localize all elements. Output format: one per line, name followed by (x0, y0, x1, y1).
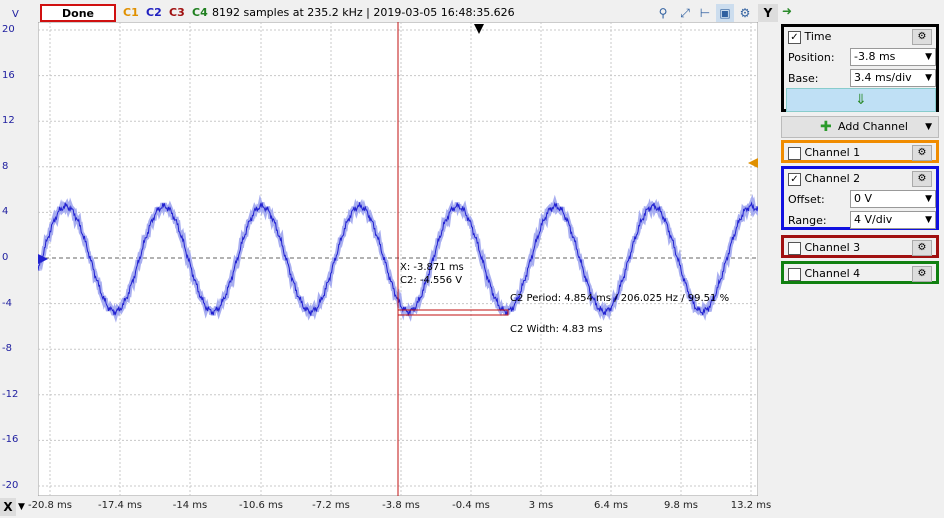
range-label: Range: (788, 214, 827, 227)
channel-2-gear-icon[interactable]: ⚙ (912, 171, 932, 187)
channel-2-panel: ✓ Channel 2 ⚙ Offset: 0 V ▼ Range: 4 V/di… (781, 166, 939, 230)
time-gear-icon[interactable]: ⚙ (912, 29, 932, 45)
x-axis-button[interactable]: X (0, 498, 16, 516)
right-panel: ➜ ✓ Time ⚙ Position: -3.8 ms ▼ Base: 3.4 … (780, 0, 944, 518)
time-panel: ✓ Time ⚙ Position: -3.8 ms ▼ Base: 3.4 ms… (781, 24, 939, 112)
cursor-c2-readout: C2: -4.556 V (400, 275, 463, 286)
y-tick-label: 16 (2, 69, 15, 81)
y-tick-label: -20 (2, 480, 19, 491)
channel-2-zero-marker (38, 254, 48, 264)
cursor-icon[interactable]: ⤢ (680, 6, 690, 20)
channel-1-panel: Channel 1 ⚙ (781, 140, 939, 163)
base-label: Base: (788, 72, 819, 85)
chevron-down-icon: ▼ (925, 73, 932, 83)
acquisition-info: 8192 samples at 235.2 kHz | 2019-03-05 1… (212, 6, 515, 19)
offset-value: 0 V (854, 192, 873, 205)
y-axis-unit: V (12, 9, 19, 20)
channel-4-tag[interactable]: C4 (192, 6, 208, 19)
y-tick-label: 4 (2, 206, 9, 218)
channel-3-title: Channel 3 (804, 241, 861, 254)
cursor-markers (397, 22, 509, 496)
add-channel-button[interactable]: ✚ Add Channel ▼ (781, 116, 939, 138)
collapse-arrow-icon[interactable]: ➜ (782, 4, 793, 18)
plus-icon: ✚ (820, 119, 832, 135)
settings-icon[interactable]: ⚙ (739, 6, 751, 20)
x-tick-label: 9.8 ms (663, 500, 699, 511)
zoom-icon[interactable]: ⚲ (658, 6, 668, 20)
down-arrow-icon: ⇓ (855, 92, 867, 108)
x-tick-label: 3 ms (528, 500, 554, 511)
chevron-down-icon: ▼ (925, 194, 932, 204)
chevron-down-icon: ▼ (925, 122, 932, 132)
measure-icon[interactable]: ⊢ (699, 6, 711, 20)
offset-label: Offset: (788, 193, 825, 206)
offset-select[interactable]: 0 V ▼ (850, 190, 936, 208)
x-axis: X ▼ -20.8 ms -17.4 ms -14 ms -10.6 ms -7.2 m… (0, 496, 780, 518)
channel-2-tag[interactable]: C2 (146, 6, 162, 19)
chevron-down-icon: ▼ (925, 215, 932, 225)
chevron-down-icon: ▼ (925, 52, 932, 62)
channel-3-tag[interactable]: C3 (169, 6, 185, 19)
range-value: 4 V/div (854, 213, 893, 226)
oscilloscope-plot[interactable] (38, 22, 758, 496)
y-tick-label: 0 (2, 252, 9, 263)
add-channel-label: Add Channel (838, 120, 908, 133)
y-axis-button[interactable]: Y (758, 4, 778, 22)
channel-3-gear-icon[interactable]: ⚙ (912, 240, 932, 256)
range-select[interactable]: 4 V/div ▼ (850, 211, 936, 229)
base-select[interactable]: 3.4 ms/div ▼ (850, 69, 936, 87)
channel-4-panel: Channel 4 ⚙ (781, 261, 939, 284)
channel-1-gear-icon[interactable]: ⚙ (912, 145, 932, 161)
x-tick-label: 13.2 ms (730, 500, 772, 511)
channel-1-title: Channel 1 (804, 146, 861, 159)
position-label: Position: (788, 51, 835, 64)
period-measure-box (397, 309, 509, 316)
x-tick-label: -3.8 ms (382, 500, 420, 511)
x-tick-label: -10.6 ms (238, 500, 284, 511)
channel-4-gear-icon[interactable]: ⚙ (912, 266, 932, 282)
position-value: -3.8 ms (854, 50, 896, 63)
x-tick-label: -14 ms (172, 500, 208, 511)
x-tick-label: 6.4 ms (593, 500, 629, 511)
period-readout: C2 Period: 4.854 ms / 206.025 Hz / 99.51… (510, 293, 730, 304)
channel-1-tag[interactable]: C1 (123, 6, 139, 19)
y-tick-label: 8 (2, 160, 9, 172)
channel-2-title: Channel 2 (804, 172, 861, 185)
position-select[interactable]: -3.8 ms ▼ (850, 48, 936, 66)
y-tick-label: -16 (2, 434, 19, 446)
run-status-button[interactable]: Done (40, 4, 116, 22)
y-tick-label: -12 (2, 388, 19, 400)
cursor-x-readout: X: -3.871 ms (400, 262, 464, 273)
width-readout: C2 Width: 4.83 ms (510, 324, 603, 335)
x-tick-label: -17.4 ms (97, 500, 143, 511)
channel-1-checkbox[interactable] (788, 146, 801, 160)
x-tick-label: -0.4 ms (452, 500, 490, 511)
base-value: 3.4 ms/div (854, 71, 912, 84)
apply-time-button[interactable]: ⇓ (786, 88, 936, 112)
screen-icon[interactable]: ▣ (716, 4, 734, 22)
time-checkbox[interactable]: ✓ (788, 30, 801, 44)
channel-3-checkbox[interactable] (788, 241, 801, 255)
channel-3-panel: Channel 3 ⚙ (781, 235, 939, 258)
x-tick-label: -7.2 ms (312, 500, 350, 511)
trigger-position-marker (474, 24, 484, 34)
time-title: Time (804, 30, 832, 43)
y-tick-label: 20 (2, 24, 15, 35)
x-tick-label: -20.8 ms (27, 500, 73, 511)
x-axis-chevron-icon[interactable]: ▼ (18, 502, 25, 512)
y-tick-label: -4 (2, 297, 12, 309)
channel-4-title: Channel 4 (804, 267, 861, 280)
trigger-level-marker (748, 158, 758, 168)
y-tick-label: -8 (2, 343, 12, 355)
channel-4-checkbox[interactable] (788, 267, 801, 281)
channel-2-checkbox[interactable]: ✓ (788, 172, 801, 186)
y-tick-label: 12 (2, 115, 15, 127)
